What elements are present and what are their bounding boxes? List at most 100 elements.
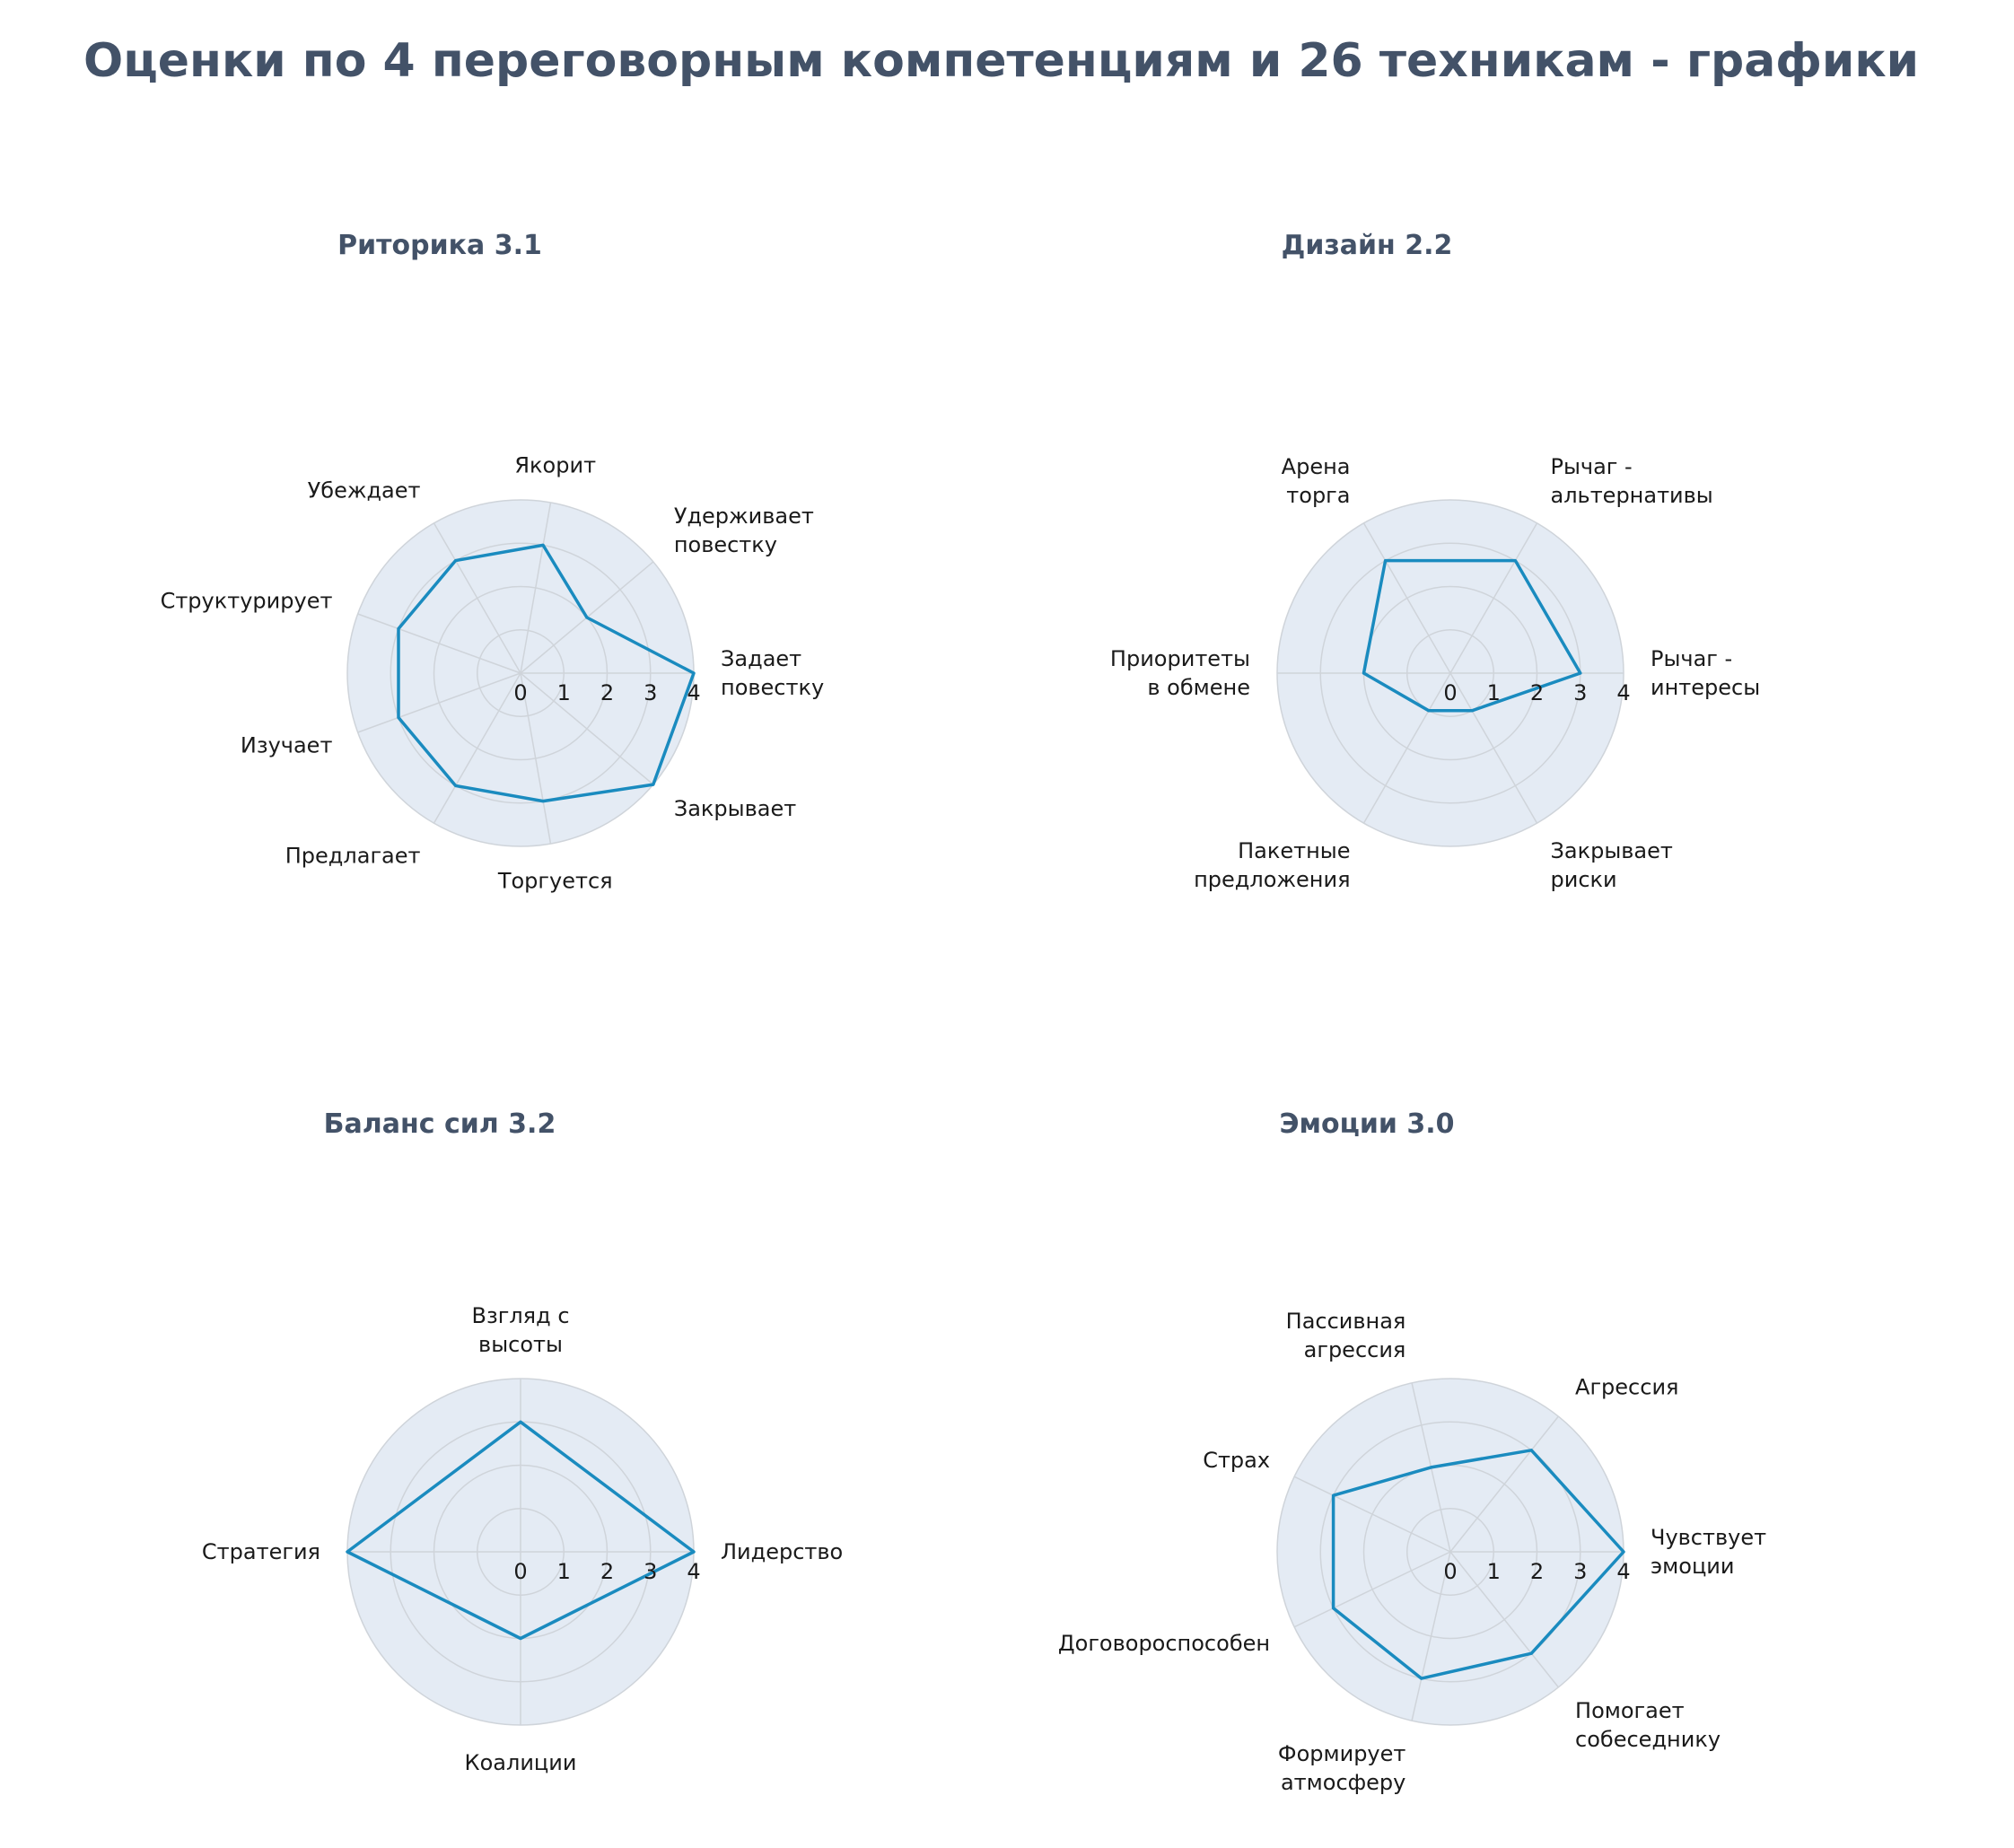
axis-label: Взгляд с высоты xyxy=(471,1303,569,1357)
axis-label: Рычаг - интересы xyxy=(1651,646,1760,700)
chart-title: Эмоции 3.0 xyxy=(1279,1108,1454,1140)
r-tick-label: 2 xyxy=(1530,1559,1544,1584)
chart-title: Риторика 3.1 xyxy=(337,230,542,261)
axis-label: Якорит xyxy=(514,453,596,478)
axis-label-line: Убеждает xyxy=(308,477,421,503)
series-line xyxy=(1331,1449,1625,1680)
radar-chart-4: Эмоции 3.0 Чувствует эмоции Агрессия Пассивн… xyxy=(1058,1108,1766,1795)
r-tick-label: 2 xyxy=(1530,680,1544,705)
axis-label: Арена торга xyxy=(1282,454,1351,508)
axis-label: Помогает собеседнику xyxy=(1575,1698,1721,1752)
angular-gridline xyxy=(1293,1476,1451,1553)
axis-label: Приоритеты в обмене xyxy=(1110,646,1250,700)
r-tick-label: 0 xyxy=(513,1559,527,1584)
axis-label-line: Рычаг - xyxy=(1651,646,1732,671)
axis-label: Убеждает xyxy=(308,477,421,503)
r-tick-label: 4 xyxy=(1616,1559,1630,1584)
axis-label-line: Закрывает xyxy=(674,796,796,821)
axis-label-line: повестку xyxy=(674,532,777,557)
axis-label: Пассивная агрессия xyxy=(1286,1309,1406,1362)
r-tick-label: 2 xyxy=(600,680,614,705)
r-tick-label: 2 xyxy=(600,1559,614,1584)
r-tick-label: 0 xyxy=(513,680,527,705)
r-tick-label: 1 xyxy=(557,1559,571,1584)
axis-label-line: Якорит xyxy=(514,453,596,478)
axis-label: Изучает xyxy=(241,732,333,758)
axis-label-line: Арена xyxy=(1282,454,1351,479)
axis-label-line: альтернативы xyxy=(1551,483,1713,508)
axis-label-line: повестку xyxy=(721,675,824,700)
axis-label-line: Договороспособен xyxy=(1058,1631,1270,1656)
axis-label-line: эмоции xyxy=(1651,1554,1735,1579)
series-line xyxy=(346,1420,696,1641)
axis-label-line: Чувствует xyxy=(1651,1525,1766,1550)
angular-gridline xyxy=(357,613,521,674)
axis-label-line: атмосферу xyxy=(1281,1770,1405,1795)
axis-label-line: Коалиции xyxy=(465,1750,577,1775)
axis-label: Коалиции xyxy=(465,1750,577,1775)
axis-label: Закрывает xyxy=(674,796,796,821)
axis-label-line: агрессия xyxy=(1304,1337,1406,1362)
angular-gridline xyxy=(433,672,521,824)
axis-label-line: Торгуется xyxy=(497,868,613,893)
angular-gridline xyxy=(1449,672,1538,824)
axis-label-line: Страх xyxy=(1203,1448,1270,1473)
axis-label-line: в обмене xyxy=(1147,675,1250,700)
axis-label-line: Взгляд с xyxy=(471,1303,569,1328)
axis-label-line: Приоритеты xyxy=(1110,646,1250,671)
axis-label-line: Удерживает xyxy=(674,504,814,529)
r-tick-label: 4 xyxy=(1616,680,1630,705)
r-tick-label: 0 xyxy=(1443,680,1457,705)
axis-label: Формирует атмосферу xyxy=(1278,1741,1405,1795)
angular-gridline xyxy=(357,672,521,733)
axis-label: Лидерство xyxy=(721,1539,843,1564)
page-title: Оценки по 4 переговорным компетенциям и … xyxy=(83,34,1920,88)
chart-title: Баланс сил 3.2 xyxy=(324,1108,556,1140)
angular-gridline xyxy=(1449,1551,1559,1688)
axis-label: Торгуется xyxy=(497,868,613,893)
r-tick-label: 3 xyxy=(1573,680,1587,705)
angular-gridline xyxy=(1449,1415,1559,1553)
axis-label-line: предложения xyxy=(1194,867,1350,892)
axis-label: Предлагает xyxy=(285,844,421,869)
angular-gridline xyxy=(520,672,552,845)
axis-label: Закрывает риски xyxy=(1551,838,1673,892)
r-tick-label: 1 xyxy=(1487,680,1501,705)
axis-label-line: Пассивная xyxy=(1286,1309,1406,1334)
axis-label-line: Пакетные xyxy=(1238,838,1350,863)
angular-gridline xyxy=(433,522,521,674)
r-tick-label: 3 xyxy=(1573,1559,1587,1584)
series-line xyxy=(397,543,696,803)
axis-label-line: Задает xyxy=(721,646,801,671)
axis-label-line: Изучает xyxy=(241,732,333,758)
r-tick-label: 4 xyxy=(687,1559,700,1584)
axis-label: Пакетные предложения xyxy=(1194,838,1350,892)
series-line xyxy=(1362,558,1582,713)
axis-label: Задает повестку xyxy=(721,646,824,700)
axis-label-line: Стратегия xyxy=(202,1539,320,1564)
axis-label: Рычаг - альтернативы xyxy=(1551,454,1713,508)
radar-chart-1: Риторика 3.1 Задает повестку Удерживает пове… xyxy=(161,230,825,893)
r-tick-label: 4 xyxy=(687,680,700,705)
axis-label-line: Предлагает xyxy=(285,844,421,869)
axis-label-line: Формирует xyxy=(1278,1741,1405,1766)
r-tick-label: 3 xyxy=(644,1559,657,1584)
axis-label-line: интересы xyxy=(1651,675,1760,700)
r-tick-label: 1 xyxy=(557,680,571,705)
r-tick-label: 1 xyxy=(1487,1559,1501,1584)
axis-label-line: Лидерство xyxy=(721,1539,843,1564)
axis-label-line: Закрывает xyxy=(1551,838,1673,863)
radar-chart-3: Баланс сил 3.2 Лидерство Взгляд с высоты Стр… xyxy=(202,1108,843,1775)
axis-label: Страх xyxy=(1203,1448,1270,1473)
axis-label: Чувствует эмоции xyxy=(1651,1525,1766,1579)
angular-gridline xyxy=(1362,522,1451,674)
r-tick-label: 3 xyxy=(644,680,657,705)
axis-label-line: торга xyxy=(1286,483,1350,508)
angular-gridline xyxy=(1449,522,1538,674)
axis-label-line: риски xyxy=(1551,867,1617,892)
axis-label-line: Структурирует xyxy=(161,589,333,614)
angular-gridline xyxy=(520,502,552,674)
axis-label: Агрессия xyxy=(1575,1374,1678,1399)
axis-label-line: Помогает xyxy=(1575,1698,1685,1723)
angular-gridline xyxy=(1411,1551,1451,1721)
